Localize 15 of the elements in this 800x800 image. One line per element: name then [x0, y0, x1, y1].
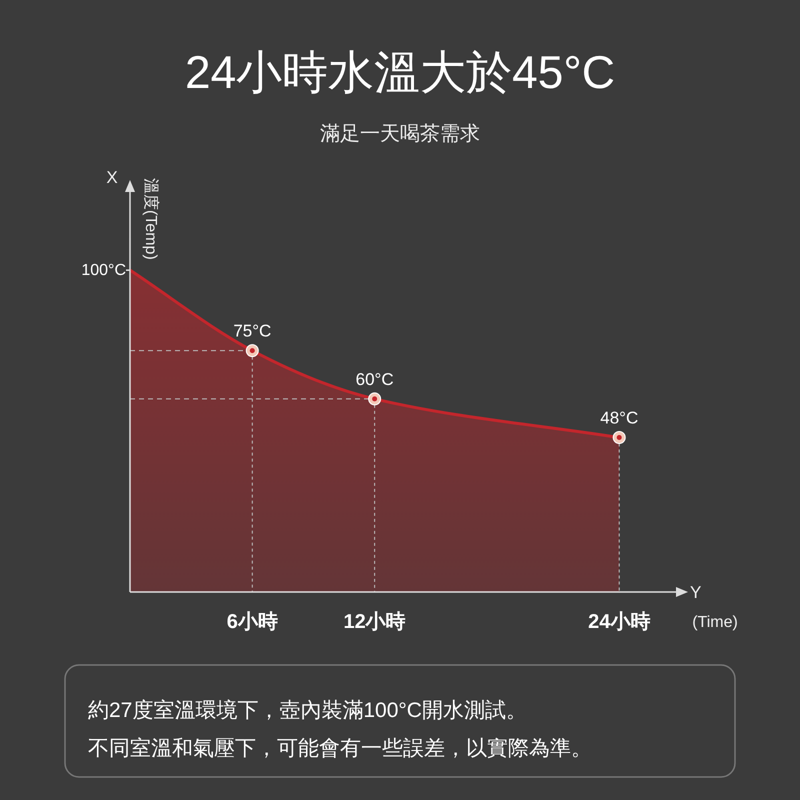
text: 不同室溫和氣壓下，可能會有一些誤差，以實際為準。 [88, 737, 592, 760]
chart-subtitle: 滿足一天喝茶需求 [320, 123, 480, 145]
x-tick-label: 24小時 [588, 611, 650, 633]
data-label: 60°C [356, 370, 394, 389]
text: X [106, 168, 118, 187]
chart-title: 24小時水溫大於45°C [185, 46, 615, 98]
text: Y [690, 583, 702, 602]
x-tick-label: 6小時 [226, 611, 278, 633]
data-label: 75°C [233, 322, 272, 341]
y-axis-title: 溫度(Temp) [142, 178, 160, 260]
text: 約27度室溫環境下，壺內裝滿100°C開水測試。 [88, 699, 527, 722]
data-label: 48°C [600, 408, 638, 428]
y-tick-label: 100°C [81, 262, 126, 280]
x-tick-label: 12小時 [343, 611, 406, 633]
x-axis-title: (Time) [692, 614, 738, 631]
